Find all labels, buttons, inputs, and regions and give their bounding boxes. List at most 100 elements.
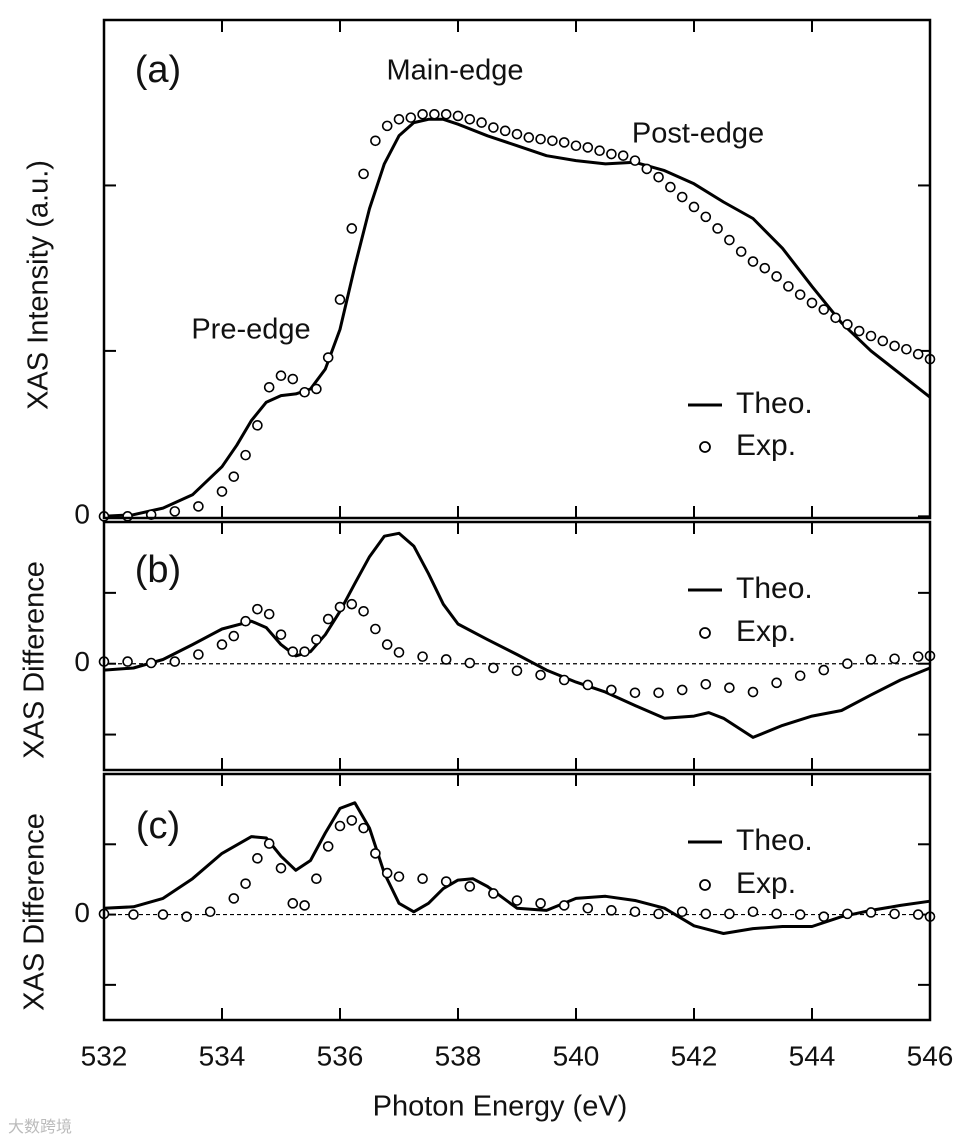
exp-point bbox=[641, 163, 653, 175]
exp-point bbox=[865, 907, 877, 918]
plot-frame bbox=[102, 772, 932, 1022]
exp-point bbox=[629, 155, 641, 166]
legend-label: Exp. bbox=[736, 867, 796, 900]
exp-point bbox=[912, 909, 924, 920]
exp-point bbox=[794, 670, 806, 682]
exp-point bbox=[558, 674, 570, 686]
exp-point bbox=[440, 109, 452, 120]
exp-point bbox=[263, 608, 275, 620]
exp-point bbox=[216, 486, 228, 497]
exp-point bbox=[128, 909, 139, 920]
exp-point bbox=[346, 598, 358, 610]
exp-point bbox=[889, 908, 900, 920]
annotation: Main-edge bbox=[386, 55, 523, 87]
exp-point bbox=[440, 654, 452, 665]
exp-point bbox=[665, 181, 676, 193]
exp-point bbox=[240, 878, 251, 889]
exp-point bbox=[393, 871, 405, 882]
exp-point bbox=[252, 853, 263, 864]
exp-point bbox=[771, 908, 782, 920]
exp-point bbox=[358, 168, 369, 180]
exp-point bbox=[771, 271, 782, 282]
exp-point bbox=[263, 838, 275, 849]
exp-point bbox=[511, 665, 523, 677]
exp-point bbox=[464, 113, 476, 125]
exp-point bbox=[464, 881, 476, 892]
exp-point bbox=[759, 262, 771, 274]
annotation: Pre-edge bbox=[191, 314, 310, 346]
exp-point bbox=[346, 223, 358, 234]
theory-line bbox=[103, 117, 931, 518]
exp-point bbox=[747, 906, 759, 918]
exp-point bbox=[252, 603, 263, 615]
exp-point bbox=[228, 893, 240, 904]
exp-point bbox=[771, 677, 782, 689]
panel-label: (c) bbox=[136, 805, 180, 847]
exp-point bbox=[724, 234, 735, 246]
panel-label: (a) bbox=[135, 49, 181, 91]
exp-point bbox=[842, 908, 853, 920]
exp-point bbox=[629, 906, 641, 918]
exp-point bbox=[535, 133, 546, 145]
exp-point bbox=[653, 687, 664, 699]
exp-point bbox=[322, 841, 334, 852]
x-tick-label: 546 bbox=[907, 1040, 954, 1071]
exp-point bbox=[169, 506, 181, 517]
exp-point bbox=[488, 888, 499, 899]
exp-point bbox=[653, 171, 664, 183]
exp-point bbox=[381, 639, 393, 650]
exp-point bbox=[712, 223, 723, 234]
legend-label: Exp. bbox=[736, 429, 796, 462]
exp-point bbox=[582, 679, 594, 691]
exp-point bbox=[547, 135, 558, 147]
legend-label: Theo. bbox=[736, 572, 813, 605]
x-tick-label: 544 bbox=[789, 1040, 836, 1071]
exp-point bbox=[311, 873, 322, 885]
exp-point bbox=[393, 647, 405, 658]
exp-point bbox=[901, 343, 912, 355]
panel-label: (b) bbox=[135, 549, 181, 591]
legend-label: Exp. bbox=[736, 615, 796, 648]
exp-point bbox=[676, 191, 688, 203]
exp-point bbox=[912, 651, 924, 662]
exp-point bbox=[311, 383, 322, 395]
exp-point bbox=[429, 109, 440, 120]
x-tick-label: 538 bbox=[435, 1040, 482, 1071]
exp-point bbox=[676, 906, 688, 918]
exp-point bbox=[865, 330, 877, 342]
exp-point bbox=[700, 908, 712, 920]
exp-point bbox=[783, 281, 794, 292]
exp-point bbox=[511, 128, 523, 140]
exp-point bbox=[322, 613, 334, 625]
exp-point bbox=[794, 909, 806, 920]
y-tick-label: 0 bbox=[74, 499, 90, 530]
exp-point bbox=[370, 848, 381, 859]
exp-point bbox=[169, 656, 181, 667]
exp-point bbox=[252, 420, 263, 431]
annotation: Post-edge bbox=[632, 118, 764, 150]
exp-point bbox=[688, 201, 700, 213]
exp-point bbox=[311, 634, 322, 645]
exp-point bbox=[228, 630, 240, 642]
y-tick-label: 0 bbox=[74, 646, 90, 677]
exp-point bbox=[499, 125, 511, 137]
theory-line bbox=[103, 531, 931, 739]
x-tick-label: 540 bbox=[553, 1040, 600, 1071]
exp-point bbox=[830, 312, 841, 324]
exp-point bbox=[122, 656, 133, 667]
exp-point bbox=[606, 905, 617, 916]
exp-point bbox=[842, 658, 853, 670]
exp-point bbox=[145, 657, 157, 669]
y-axis-label: XAS Difference bbox=[19, 561, 51, 759]
exp-point bbox=[157, 909, 169, 920]
plot-frame bbox=[102, 520, 932, 772]
exp-point bbox=[558, 137, 570, 148]
exp-point bbox=[606, 148, 617, 160]
exp-point bbox=[676, 684, 688, 696]
exp-point bbox=[299, 900, 310, 911]
exp-point bbox=[724, 908, 735, 920]
exp-point bbox=[511, 895, 523, 906]
exp-point bbox=[204, 906, 216, 918]
exp-point bbox=[912, 348, 924, 360]
x-tick-label: 542 bbox=[671, 1040, 718, 1071]
